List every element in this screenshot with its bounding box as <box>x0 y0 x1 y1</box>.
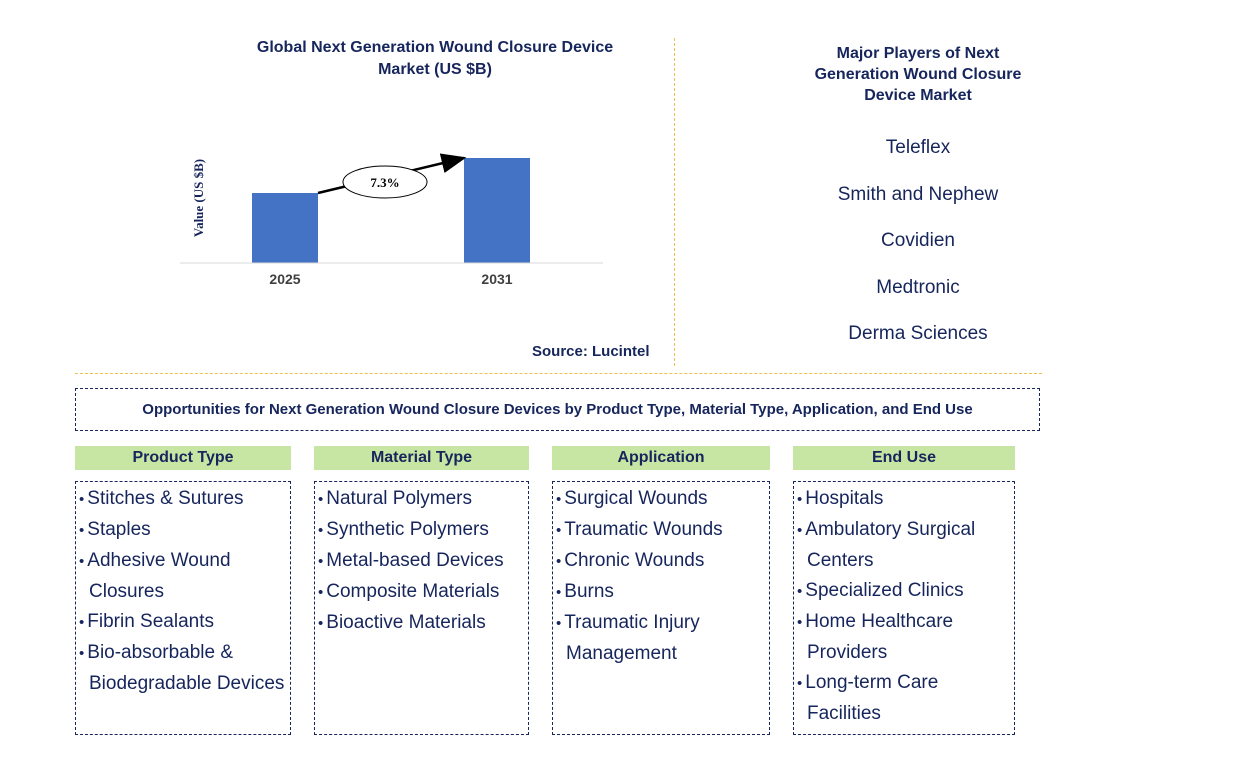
bar-2031 <box>464 158 530 263</box>
list-item: Staples <box>79 515 288 546</box>
x-tick-label: 2031 <box>481 271 512 287</box>
players-title: Major Players of Next Generation Wound C… <box>814 45 1022 104</box>
source-label: Source: Lucintel <box>532 343 650 360</box>
y-axis-label: Value (US $B) <box>191 159 206 237</box>
list-item: Burns <box>556 577 767 608</box>
vertical-divider <box>674 38 675 366</box>
bar-chart: 2025 2031 Value (US $B) 7.3% <box>180 153 603 287</box>
opportunities-banner: Opportunities for Next Generation Wound … <box>75 388 1040 431</box>
list-item: Fibrin Sealants <box>79 607 288 638</box>
list-item: Bioactive Materials <box>318 608 526 639</box>
product-type-list: Stitches & Sutures Staples Adhesive Woun… <box>75 481 291 735</box>
list-item: Bio-absorbable & Biodegradable Devices <box>79 638 288 699</box>
list-item: Synthetic Polymers <box>318 515 526 546</box>
player-item: Derma Sciences <box>848 323 988 344</box>
cagr-ellipse <box>342 165 428 199</box>
application-list: Surgical Wounds Traumatic Wounds Chronic… <box>552 481 770 735</box>
horizontal-divider <box>75 373 1042 374</box>
end-use-header: End Use <box>793 446 1015 470</box>
cagr-label: 7.3% <box>370 175 399 190</box>
list-item: Ambulatory Surgical Centers <box>797 515 1012 576</box>
list-item: Stitches & Sutures <box>79 484 288 515</box>
player-item: Teleflex <box>885 137 951 158</box>
list-item: Home Healthcare Providers <box>797 607 1012 668</box>
chart-title: Global Next Generation Wound Closure Dev… <box>256 39 614 78</box>
x-tick-label: 2025 <box>269 271 300 287</box>
opportunities-title: Opportunities for Next Generation Wound … <box>142 401 973 418</box>
product-type-header: Product Type <box>75 446 291 470</box>
list-item: Composite Materials <box>318 577 526 608</box>
list-item: Traumatic Wounds <box>556 515 767 546</box>
list-item: Specialized Clinics <box>797 576 1012 607</box>
material-type-header: Material Type <box>314 446 529 470</box>
list-item: Natural Polymers <box>318 484 526 515</box>
list-item: Surgical Wounds <box>556 484 767 515</box>
player-item: Medtronic <box>876 276 960 298</box>
list-item: Long-term Care Facilities <box>797 668 1012 729</box>
list-item: Metal-based Devices <box>318 546 526 577</box>
list-item: Adhesive Wound Closures <box>79 546 288 607</box>
list-item: Hospitals <box>797 484 1012 515</box>
bar-2025 <box>252 193 318 263</box>
application-header: Application <box>552 446 770 470</box>
player-item: Smith and Nephew <box>837 183 999 205</box>
list-item: Traumatic Injury Management <box>556 608 767 669</box>
list-item: Chronic Wounds <box>556 546 767 577</box>
player-item: Covidien <box>881 230 955 251</box>
end-use-list: Hospitals Ambulatory Surgical Centers Sp… <box>793 481 1015 735</box>
players-list: Teleflex Smith and Nephew Covidien Medtr… <box>798 136 1038 369</box>
material-type-list: Natural Polymers Synthetic Polymers Meta… <box>314 481 529 735</box>
